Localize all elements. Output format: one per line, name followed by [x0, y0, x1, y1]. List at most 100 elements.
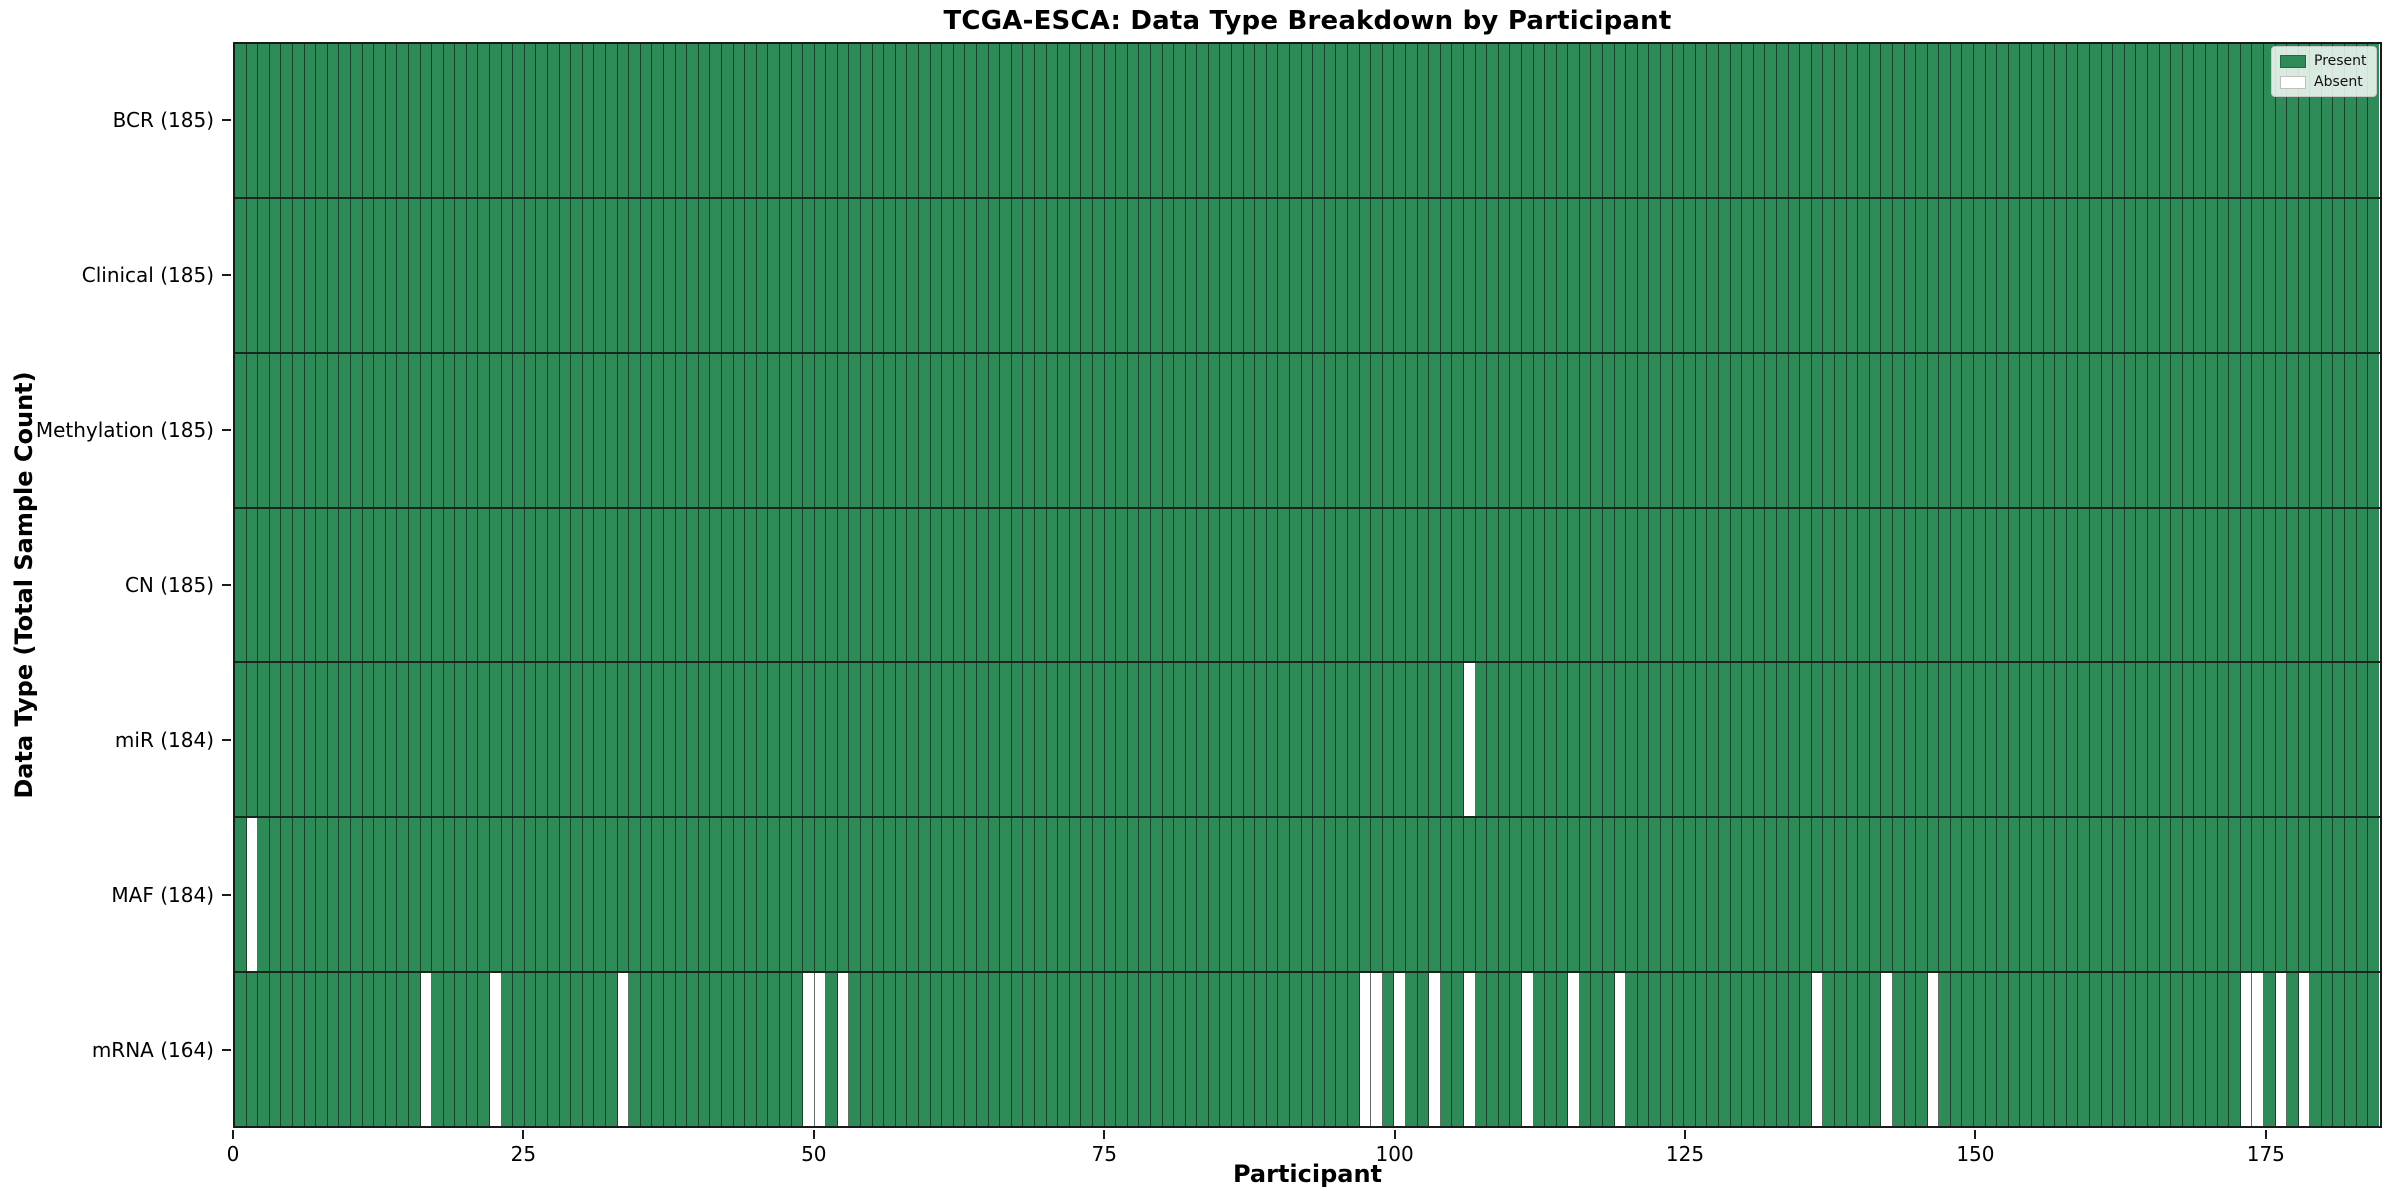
- present-cell: [687, 663, 699, 817]
- present-cell: [2032, 818, 2044, 972]
- present-cell: [2055, 44, 2067, 197]
- present-cell: [1962, 663, 1975, 817]
- present-cell: [2147, 973, 2160, 1127]
- present-cell: [548, 973, 560, 1127]
- present-cell: [1730, 198, 1743, 352]
- y-tick-label-mir: miR (184): [114, 728, 214, 753]
- present-cell: [455, 508, 467, 662]
- present-cell: [1046, 508, 1059, 662]
- present-cell: [1719, 663, 1731, 817]
- present-cell: [2217, 44, 2230, 197]
- present-cell: [1127, 508, 1140, 662]
- present-cell: [710, 818, 722, 972]
- present-cell: [1208, 353, 1221, 507]
- present-cell: [837, 818, 850, 972]
- present-cell: [455, 973, 467, 1127]
- present-cell: [281, 818, 293, 972]
- present-cell: [1324, 818, 1337, 972]
- present-cell: [745, 663, 757, 817]
- present-cell: [2090, 353, 2102, 507]
- present-cell: [1243, 818, 1256, 972]
- present-cell: [1336, 508, 1348, 662]
- present-cell: [1533, 508, 1546, 662]
- present-cell: [478, 508, 491, 662]
- present-cell: [2020, 198, 2033, 352]
- present-cell: [269, 353, 282, 507]
- present-cell: [2240, 198, 2253, 352]
- present-cell: [1429, 198, 1441, 352]
- present-cell: [1150, 508, 1163, 662]
- present-cell: [536, 353, 549, 507]
- legend-item-present: Present: [2280, 53, 2368, 69]
- absent-cell: [490, 973, 502, 1127]
- present-cell: [548, 818, 560, 972]
- present-cell: [513, 353, 525, 507]
- present-cell: [779, 353, 792, 507]
- present-cell: [1463, 44, 1476, 197]
- present-cell: [1765, 508, 1777, 662]
- present-cell: [1776, 973, 1789, 1127]
- present-cell: [1034, 353, 1047, 507]
- present-cell: [745, 973, 757, 1127]
- present-cell: [1626, 818, 1638, 972]
- present-cell: [304, 353, 317, 507]
- present-cell: [872, 818, 885, 972]
- present-cell: [1800, 973, 1812, 1127]
- present-cell: [2333, 973, 2346, 1127]
- present-cell: [490, 508, 502, 662]
- present-cell: [803, 44, 815, 197]
- present-cell: [942, 973, 954, 1127]
- present-cell: [2310, 353, 2322, 507]
- present-cell: [1858, 353, 1870, 507]
- x-tick-label: 25: [510, 1142, 537, 1166]
- present-cell: [327, 508, 340, 662]
- present-cell: [1753, 663, 1766, 817]
- present-cell: [1150, 198, 1163, 352]
- present-cell: [594, 198, 606, 352]
- present-cell: [768, 508, 780, 662]
- present-cell: [953, 353, 966, 507]
- present-cell: [1440, 818, 1453, 972]
- present-cell: [1510, 818, 1522, 972]
- present-cell: [339, 818, 351, 972]
- present-cell: [2252, 44, 2264, 197]
- present-cell: [304, 44, 317, 197]
- present-cell: [1232, 818, 1244, 972]
- present-cell: [1232, 198, 1244, 352]
- present-cell: [1776, 353, 1789, 507]
- present-cell: [1568, 508, 1580, 662]
- present-cell: [2263, 353, 2276, 507]
- present-cell: [1939, 973, 1951, 1127]
- present-cell: [269, 198, 282, 352]
- present-cell: [629, 818, 641, 972]
- present-cell: [316, 508, 328, 662]
- present-cell: [1846, 353, 1859, 507]
- present-cell: [2032, 353, 2044, 507]
- present-cell: [814, 44, 827, 197]
- present-cell: [1440, 44, 1453, 197]
- present-cell: [1568, 663, 1580, 817]
- present-cell: [1301, 353, 1314, 507]
- present-cell: [408, 198, 421, 352]
- present-cell: [2008, 818, 2021, 972]
- present-cell: [629, 353, 641, 507]
- present-cell: [2032, 508, 2044, 662]
- present-cell: [408, 508, 421, 662]
- present-cell: [350, 973, 363, 1127]
- present-cell: [1069, 818, 1082, 972]
- present-cell: [1823, 44, 1835, 197]
- present-cell: [2055, 508, 2067, 662]
- present-cell: [2333, 663, 2346, 817]
- present-cell: [1637, 44, 1650, 197]
- y-tick-mark: [222, 894, 231, 897]
- present-cell: [2217, 353, 2230, 507]
- present-cell: [1707, 353, 1719, 507]
- present-cell: [1521, 663, 1534, 817]
- present-cell: [1556, 508, 1569, 662]
- present-cell: [1719, 818, 1731, 972]
- present-cell: [1823, 198, 1835, 352]
- present-cell: [432, 508, 444, 662]
- present-cell: [1440, 353, 1453, 507]
- present-cell: [1127, 663, 1140, 817]
- present-cell: [1742, 198, 1754, 352]
